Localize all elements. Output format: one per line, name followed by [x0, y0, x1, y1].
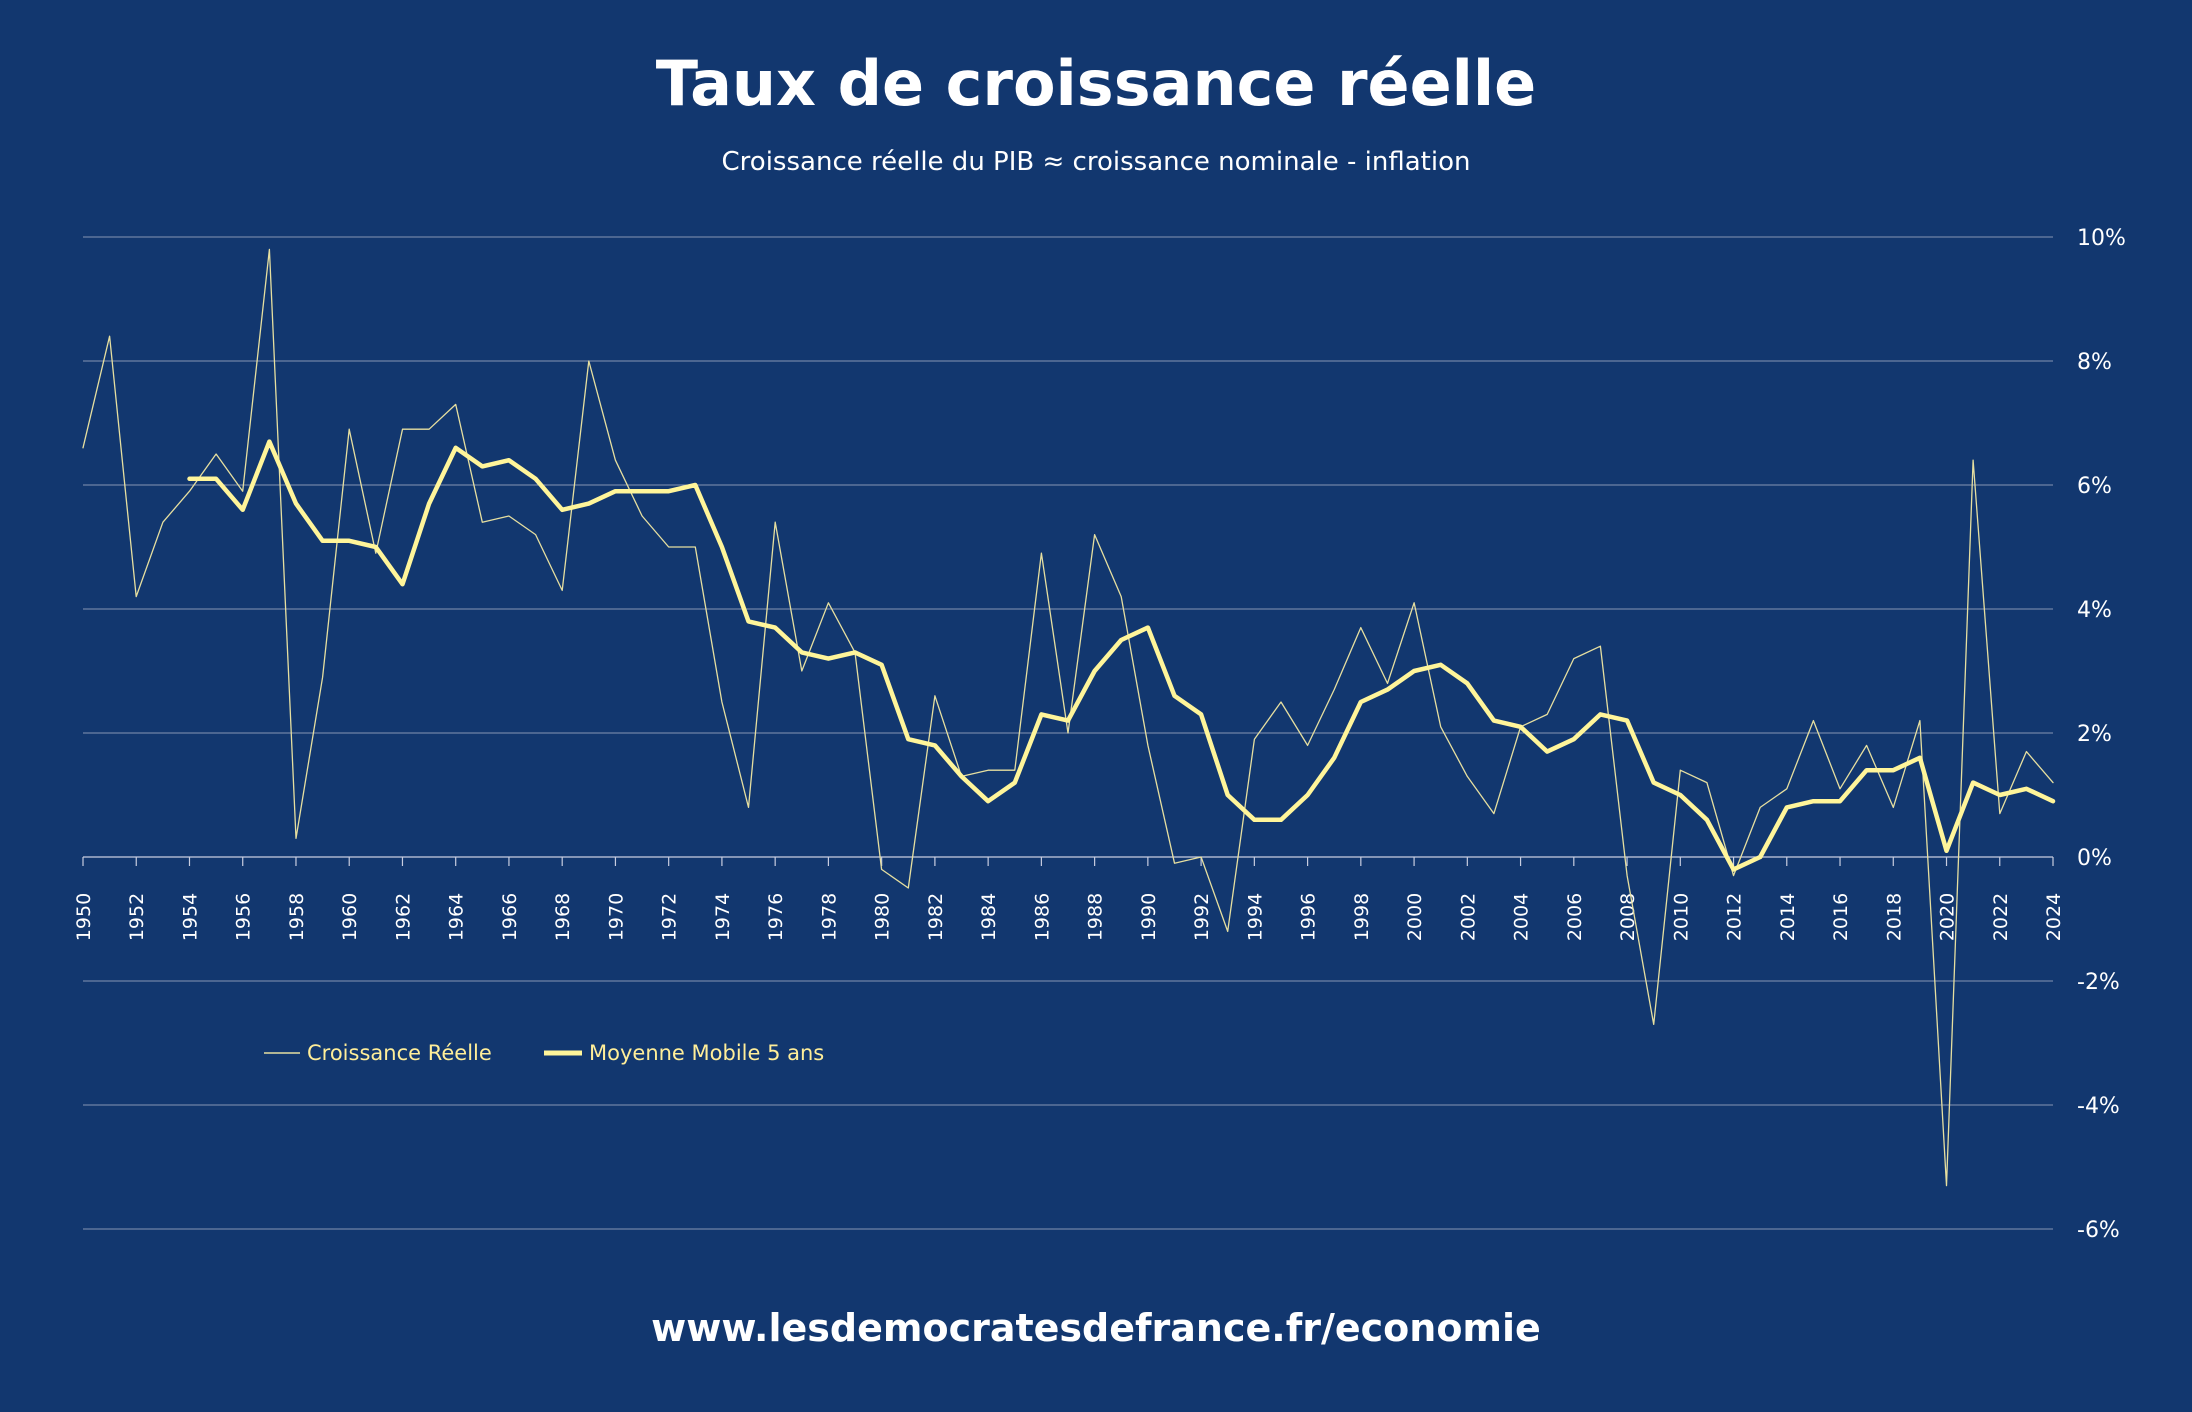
- x-tick-label: 2002: [1457, 893, 1479, 941]
- x-tick-label: 1956: [233, 893, 255, 941]
- x-tick-label: 2006: [1564, 893, 1586, 941]
- x-tick-label: 1992: [1191, 893, 1213, 941]
- series-line-moyenne-mobile: [187, 439, 2056, 872]
- x-tick-label: 2018: [1883, 893, 1905, 941]
- y-tick-label: -2%: [2077, 970, 2120, 995]
- x-tick-label: 2000: [1404, 893, 1426, 941]
- y-axis-labels: 10% 8% 6% 4% 2% 0% -2% -4% -6%: [2077, 226, 2126, 1243]
- x-tick-label: 1958: [286, 893, 308, 941]
- x-tick-label: 1972: [659, 893, 681, 941]
- legend-label-moyenne-mobile: Moyenne Mobile 5 ans: [589, 1041, 824, 1065]
- x-tick-label: 1996: [1298, 893, 1320, 941]
- x-tick-label: 1976: [765, 893, 787, 941]
- y-tick-label: 8%: [2077, 350, 2112, 375]
- x-tick-label: 2010: [1670, 893, 1692, 941]
- x-tick-label: 1970: [605, 893, 627, 941]
- footer-url: www.lesdemocratesdefrance.fr/economie: [651, 1306, 1541, 1350]
- y-tick-label: 10%: [2077, 226, 2126, 251]
- y-tick-label: 6%: [2077, 474, 2112, 499]
- x-tick-label: 1966: [499, 893, 521, 941]
- x-tick-label: 2020: [1937, 893, 1959, 941]
- x-tick-label: 2014: [1777, 893, 1799, 941]
- x-tick-label: 1986: [1031, 893, 1053, 941]
- chart-subtitle: Croissance réelle du PIB ≈ croissance no…: [721, 147, 1471, 177]
- gridlines: [83, 236, 2053, 1230]
- series-line-croissance-reelle: [82, 248, 2054, 1187]
- x-tick-label: 2012: [1724, 893, 1746, 941]
- x-tick-label: 1960: [339, 893, 361, 941]
- y-tick-label: 2%: [2077, 722, 2112, 747]
- x-tick-label: 1974: [712, 893, 734, 941]
- x-tick-label: 2022: [1990, 893, 2012, 941]
- y-tick-label: 0%: [2077, 846, 2112, 871]
- x-tick-label: 1950: [73, 893, 95, 941]
- x-tick-label: 2024: [2043, 893, 2065, 941]
- x-tick-label: 1978: [818, 893, 840, 941]
- x-tick-label: 1952: [126, 893, 148, 941]
- y-tick-label: 4%: [2077, 598, 2112, 623]
- x-tick-label: 1998: [1351, 893, 1373, 941]
- x-tick-label: 2004: [1511, 893, 1533, 941]
- x-tick-label: 1982: [925, 893, 947, 941]
- y-tick-label: -6%: [2077, 1218, 2120, 1243]
- x-axis: 1950 1952 1954 1956 1958 1960 1962 1964 1966 1968…: [73, 856, 2065, 941]
- x-tick-label: 1964: [446, 893, 468, 941]
- x-tick-label: 1954: [179, 893, 201, 941]
- x-tick-label: 1990: [1138, 893, 1160, 941]
- x-tick-label: 2008: [1617, 893, 1639, 941]
- x-tick-label: 1962: [392, 893, 414, 941]
- x-tick-label: 1984: [978, 893, 1000, 941]
- chart-title: Taux de croissance réelle: [655, 47, 1537, 120]
- x-tick-label: 1980: [872, 893, 894, 941]
- legend-label-croissance-reelle: Croissance Réelle: [307, 1041, 492, 1065]
- legend: Croissance Réelle Moyenne Mobile 5 ans: [264, 1041, 824, 1065]
- series-layer: [82, 248, 2056, 1187]
- x-tick-label: 2016: [1830, 893, 1852, 941]
- x-tick-label: 1994: [1244, 893, 1266, 941]
- y-tick-label: -4%: [2077, 1094, 2120, 1119]
- x-tick-label: 1988: [1085, 893, 1107, 941]
- x-tick-label: 1968: [552, 893, 574, 941]
